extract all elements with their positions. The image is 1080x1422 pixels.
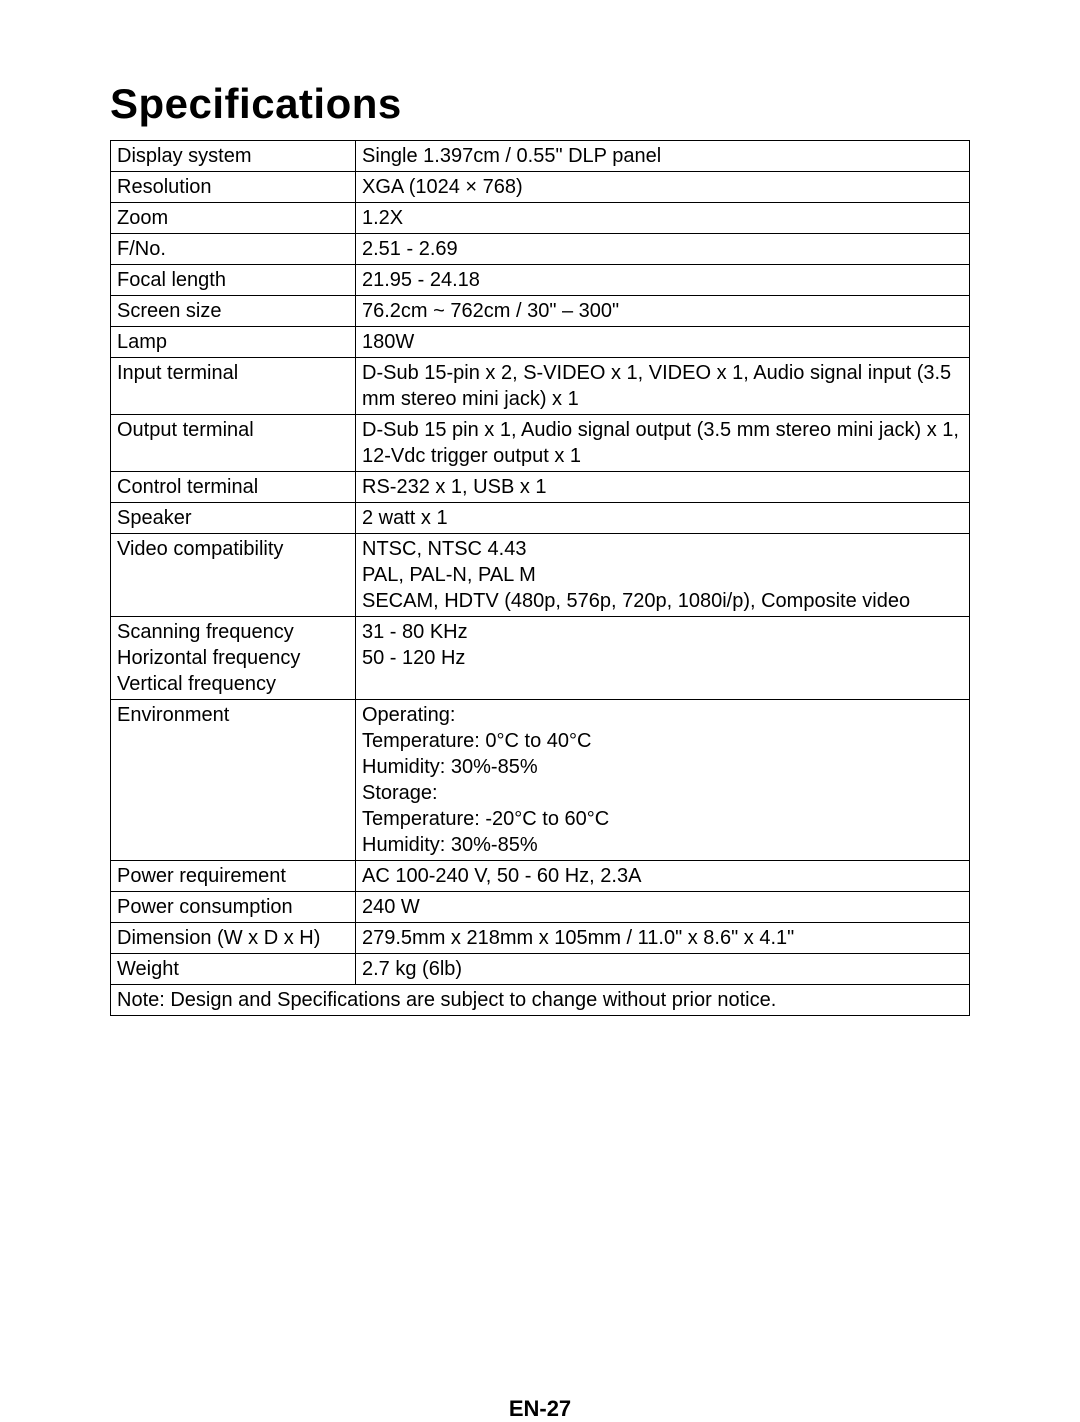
table-row: Zoom1.2X: [111, 203, 970, 234]
spec-value: 31 - 80 KHz50 - 120 Hz: [356, 617, 970, 700]
spec-label-line: Scanning frequency: [117, 619, 349, 645]
spec-value: 2.7 kg (6lb): [356, 954, 970, 985]
spec-value-line: Humidity: 30%-85%: [362, 832, 963, 858]
spec-value-line: RS-232 x 1, USB x 1: [362, 474, 963, 500]
spec-value: NTSC, NTSC 4.43PAL, PAL-N, PAL MSECAM, H…: [356, 534, 970, 617]
spec-value-line: Operating:: [362, 702, 963, 728]
table-row: ResolutionXGA (1024 × 768): [111, 172, 970, 203]
spec-label: Output terminal: [111, 415, 356, 472]
spec-label-line: Vertical frequency: [117, 671, 349, 697]
table-row: Control terminalRS-232 x 1, USB x 1: [111, 472, 970, 503]
table-row-note: Note: Design and Specifications are subj…: [111, 985, 970, 1016]
spec-label: Dimension (W x D x H): [111, 923, 356, 954]
table-row: Screen size76.2cm ~ 762cm / 30" – 300": [111, 296, 970, 327]
table-row: Speaker2 watt x 1: [111, 503, 970, 534]
spec-value: 1.2X: [356, 203, 970, 234]
table-row: F/No.2.51 - 2.69: [111, 234, 970, 265]
spec-value: 76.2cm ~ 762cm / 30" – 300": [356, 296, 970, 327]
spec-label: Resolution: [111, 172, 356, 203]
spec-value: 2 watt x 1: [356, 503, 970, 534]
spec-label: Control terminal: [111, 472, 356, 503]
spec-label: Lamp: [111, 327, 356, 358]
spec-table-body: Display systemSingle 1.397cm / 0.55" DLP…: [111, 141, 970, 1016]
spec-value-line: 21.95 - 24.18: [362, 267, 963, 293]
table-row: Focal length21.95 - 24.18: [111, 265, 970, 296]
table-row: Video compatibilityNTSC, NTSC 4.43PAL, P…: [111, 534, 970, 617]
table-row: Weight2.7 kg (6lb): [111, 954, 970, 985]
spec-label: Weight: [111, 954, 356, 985]
spec-value-line: Temperature: -20°C to 60°C: [362, 806, 963, 832]
spec-label: Screen size: [111, 296, 356, 327]
spec-label: Environment: [111, 700, 356, 861]
spec-label: Power consumption: [111, 892, 356, 923]
spec-value-line: XGA (1024 × 768): [362, 174, 963, 200]
spec-label: Display system: [111, 141, 356, 172]
spec-label: F/No.: [111, 234, 356, 265]
page: Specifications Display systemSingle 1.39…: [0, 0, 1080, 1422]
spec-label: Power requirement: [111, 861, 356, 892]
spec-label: Input terminal: [111, 358, 356, 415]
spec-value: Operating:Temperature: 0°C to 40°CHumidi…: [356, 700, 970, 861]
spec-note: Note: Design and Specifications are subj…: [111, 985, 970, 1016]
spec-value-line: D-Sub 15 pin x 1, Audio signal output (3…: [362, 417, 963, 469]
spec-value-line: 1.2X: [362, 205, 963, 231]
table-row: Display systemSingle 1.397cm / 0.55" DLP…: [111, 141, 970, 172]
spec-value-line: SECAM, HDTV (480p, 576p, 720p, 1080i/p),…: [362, 588, 963, 614]
spec-value: RS-232 x 1, USB x 1: [356, 472, 970, 503]
spec-label-line: Horizontal frequency: [117, 645, 349, 671]
spec-label: Speaker: [111, 503, 356, 534]
spec-value: 2.51 - 2.69: [356, 234, 970, 265]
spec-value: XGA (1024 × 768): [356, 172, 970, 203]
spec-value-line: 2 watt x 1: [362, 505, 963, 531]
spec-value-line: Storage:: [362, 780, 963, 806]
spec-value: Single 1.397cm / 0.55" DLP panel: [356, 141, 970, 172]
spec-value-line: Humidity: 30%-85%: [362, 754, 963, 780]
spec-value-line: 180W: [362, 329, 963, 355]
spec-label: Zoom: [111, 203, 356, 234]
spec-label: Video compatibility: [111, 534, 356, 617]
spec-value: D-Sub 15 pin x 1, Audio signal output (3…: [356, 415, 970, 472]
table-row: Dimension (W x D x H)279.5mm x 218mm x 1…: [111, 923, 970, 954]
spec-value: 180W: [356, 327, 970, 358]
spec-value-line: D-Sub 15-pin x 2, S-VIDEO x 1, VIDEO x 1…: [362, 360, 963, 412]
spec-value-line: 76.2cm ~ 762cm / 30" – 300": [362, 298, 963, 324]
spec-value-line: 2.7 kg (6lb): [362, 956, 963, 982]
spec-value: 279.5mm x 218mm x 105mm / 11.0" x 8.6" x…: [356, 923, 970, 954]
table-row: Power consumption240 W: [111, 892, 970, 923]
spec-value-line: 2.51 - 2.69: [362, 236, 963, 262]
page-number: EN-27: [110, 1396, 970, 1422]
spec-value-line: 31 - 80 KHz: [362, 619, 963, 645]
table-row: Output terminalD-Sub 15 pin x 1, Audio s…: [111, 415, 970, 472]
spec-value: 21.95 - 24.18: [356, 265, 970, 296]
page-title: Specifications: [110, 80, 970, 128]
spec-value-line: Single 1.397cm / 0.55" DLP panel: [362, 143, 963, 169]
table-row: Power requirementAC 100-240 V, 50 - 60 H…: [111, 861, 970, 892]
table-row: Input terminalD-Sub 15-pin x 2, S-VIDEO …: [111, 358, 970, 415]
spec-value-line: Temperature: 0°C to 40°C: [362, 728, 963, 754]
spec-value-line: 279.5mm x 218mm x 105mm / 11.0" x 8.6" x…: [362, 925, 963, 951]
spec-value-line: AC 100-240 V, 50 - 60 Hz, 2.3A: [362, 863, 963, 889]
spec-value: 240 W: [356, 892, 970, 923]
table-row: Scanning frequencyHorizontal frequencyVe…: [111, 617, 970, 700]
spec-label: Scanning frequencyHorizontal frequencyVe…: [111, 617, 356, 700]
spec-value-line: NTSC, NTSC 4.43: [362, 536, 963, 562]
spec-value-line: 240 W: [362, 894, 963, 920]
spec-value-line: PAL, PAL-N, PAL M: [362, 562, 963, 588]
spec-value-line: 50 - 120 Hz: [362, 645, 963, 671]
table-row: EnvironmentOperating:Temperature: 0°C to…: [111, 700, 970, 861]
spec-value: AC 100-240 V, 50 - 60 Hz, 2.3A: [356, 861, 970, 892]
spec-label: Focal length: [111, 265, 356, 296]
table-row: Lamp180W: [111, 327, 970, 358]
spec-value: D-Sub 15-pin x 2, S-VIDEO x 1, VIDEO x 1…: [356, 358, 970, 415]
spec-table: Display systemSingle 1.397cm / 0.55" DLP…: [110, 140, 970, 1016]
